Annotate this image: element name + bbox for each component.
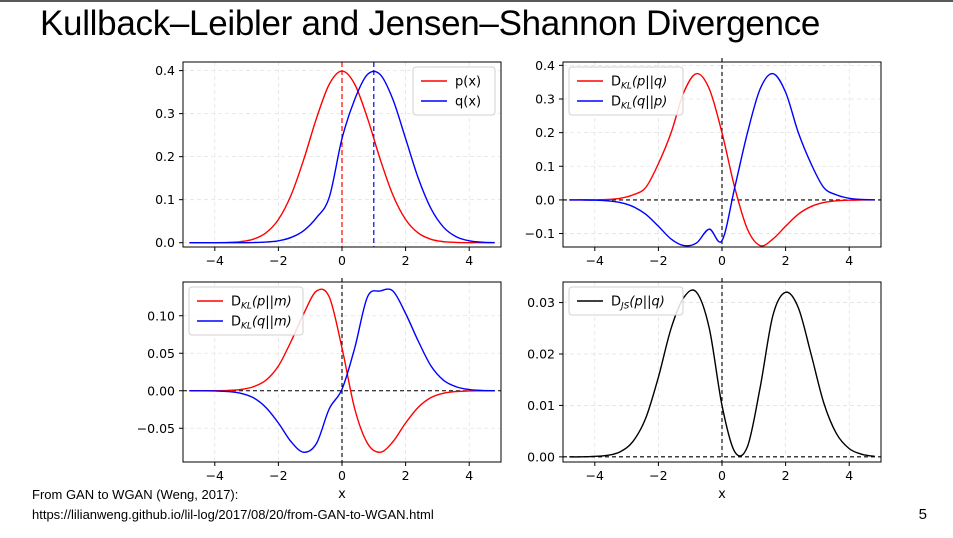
y-tick-label: 0.03: [527, 295, 555, 310]
x-axis-label: x: [718, 487, 726, 502]
x-tick-label: −2: [269, 468, 287, 483]
series-line: [189, 70, 495, 244]
legend-box: [188, 286, 304, 336]
y-tick-label: 0.2: [155, 149, 175, 164]
y-tick-label: 0.4: [535, 58, 555, 73]
y-tick-label: 0.3: [155, 106, 175, 121]
legend-label: DJS(p||q): [611, 295, 665, 312]
x-tick-label: 0: [338, 468, 346, 483]
y-tick-label: −0.05: [137, 421, 175, 436]
x-tick-label: 0: [718, 468, 726, 483]
y-tick-label: 0.0: [155, 235, 175, 250]
x-tick-label: −4: [206, 253, 224, 268]
y-tick-label: 0.00: [147, 383, 175, 398]
source-url[interactable]: https://lilianweng.github.io/lil-log/201…: [32, 507, 434, 522]
legend-box: [412, 66, 496, 116]
y-tick-label: 0.1: [535, 159, 555, 174]
series-line: [569, 289, 875, 458]
top-border-line: [0, 0, 953, 2]
slide-title: Kullback–Leibler and Jensen–Shannon Dive…: [40, 4, 821, 43]
chart-panel-3: −4 −2 0 2 4 −0.05 0.00 0.05 0.10 x DKL(p||m) DKL(q|…: [137, 278, 502, 502]
series-line: [569, 72, 875, 247]
y-tick-label: 0.3: [535, 92, 555, 107]
x-tick-label: −4: [586, 253, 604, 268]
x-tick-label: −4: [586, 468, 604, 483]
x-tick-label: 4: [845, 468, 853, 483]
y-tick-label: 0.0: [535, 192, 555, 207]
chart-panel-4: −4 −2 0 2 4 0.00 0.01 0.02 0.03 x DJS(p||q): [527, 278, 882, 502]
x-tick-label: 4: [465, 468, 473, 483]
legend-label: DKL(p||m): [231, 295, 292, 312]
x-tick-label: 2: [402, 468, 410, 483]
x-axis-label: x: [338, 487, 346, 502]
x-tick-label: 0: [338, 253, 346, 268]
x-tick-label: 2: [782, 468, 790, 483]
y-tick-label: 0.05: [147, 346, 175, 361]
chart-panel-1: −4 −2 0 2 4 0.0 0.1 0.2 0.3 0.4 p(x) q(x): [155, 61, 502, 268]
y-tick-label: −0.1: [525, 226, 555, 241]
series-line: [569, 72, 875, 247]
legend-label: DKL(p||q): [611, 75, 667, 92]
series-line: [189, 288, 495, 453]
legend-label: DKL(q||p): [611, 95, 667, 112]
y-tick-label: 0.2: [535, 125, 555, 140]
x-tick-label: −2: [649, 253, 667, 268]
x-tick-label: −2: [649, 468, 667, 483]
legend-label: DKL(q||m): [231, 315, 292, 332]
x-tick-label: 0: [718, 253, 726, 268]
x-tick-label: −4: [206, 468, 224, 483]
legend-box: [568, 66, 684, 116]
series-line: [189, 70, 495, 244]
series-line: [189, 288, 495, 453]
source-citation: From GAN to WGAN (Weng, 2017):: [32, 487, 239, 502]
x-tick-label: 2: [782, 253, 790, 268]
chart-panel-2: −4 −2 0 2 4 −0.1 0.0 0.1 0.2 0.3 0.4 DKL(p||q) DKL(q…: [525, 58, 882, 268]
legend-label: p(x): [455, 75, 481, 90]
y-tick-label: 0.4: [155, 63, 175, 78]
y-tick-label: 0.10: [147, 308, 175, 323]
y-tick-label: 0.01: [527, 398, 555, 413]
y-tick-label: 0.1: [155, 192, 175, 207]
y-tick-label: 0.02: [527, 347, 555, 362]
x-tick-label: 4: [465, 253, 473, 268]
page-number: 5: [918, 506, 927, 523]
y-tick-label: 0.00: [527, 449, 555, 464]
legend-label: q(x): [455, 95, 481, 110]
x-tick-label: 2: [402, 253, 410, 268]
x-tick-label: 4: [845, 253, 853, 268]
x-tick-label: −2: [269, 253, 287, 268]
legend-box: [568, 286, 684, 316]
